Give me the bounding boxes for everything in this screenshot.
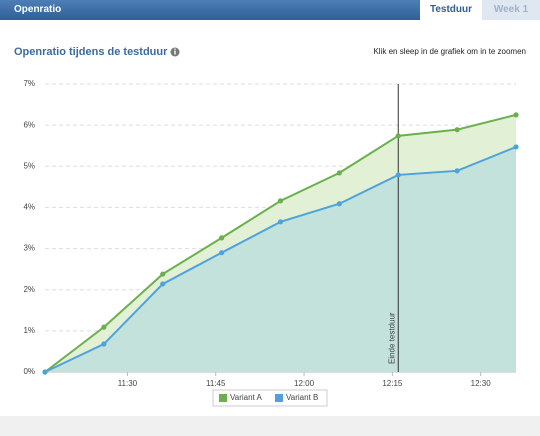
point xyxy=(395,172,401,178)
point xyxy=(160,271,166,277)
header-bar: Openratio Testduur Week 1 xyxy=(0,0,540,20)
footer xyxy=(0,416,540,436)
y-tick-label: 6% xyxy=(23,120,35,129)
plot-line-label: Einde testduur xyxy=(387,312,396,364)
header-title: Openratio xyxy=(14,4,62,15)
x-tick-label: 12:30 xyxy=(471,379,492,388)
tab[interactable]: Testduur xyxy=(420,0,482,20)
point xyxy=(513,112,519,118)
y-tick-label: 2% xyxy=(23,285,35,294)
point xyxy=(101,341,107,347)
point xyxy=(219,250,225,256)
point xyxy=(454,168,460,174)
x-tick-label: 11:45 xyxy=(206,379,226,388)
point xyxy=(277,198,284,204)
chart-title: Openratio tijdens de testduur xyxy=(14,46,168,58)
y-tick-label: 5% xyxy=(23,161,35,170)
point xyxy=(42,369,48,375)
y-tick-label: 0% xyxy=(23,367,35,376)
legend-box xyxy=(212,389,328,407)
chart: Openratio tijdens de testduur Klik en sl… xyxy=(0,20,540,436)
point xyxy=(395,133,401,139)
point xyxy=(219,235,225,241)
y-tick-label: 3% xyxy=(23,244,35,253)
point xyxy=(454,127,460,133)
legend-label: Variant B xyxy=(286,393,318,402)
x-tick-label: 12:15 xyxy=(382,379,403,388)
y-tick-label: 7% xyxy=(23,79,35,88)
point xyxy=(160,281,166,287)
y-tick-label: 4% xyxy=(23,203,35,212)
legend-label: Variant A xyxy=(230,393,263,402)
tab[interactable]: Week 1 xyxy=(482,0,540,20)
info-icon-dot xyxy=(174,48,176,50)
x-tick-label: 11:30 xyxy=(118,379,138,388)
point xyxy=(336,170,342,176)
legend-swatch xyxy=(219,394,227,402)
point xyxy=(101,324,107,330)
point xyxy=(277,219,284,225)
info-icon-bar xyxy=(174,50,176,55)
chart-subtitle: Klik en sleep in de grafiek om in te zoo… xyxy=(373,47,526,56)
x-tick-label: 12:00 xyxy=(294,379,315,388)
y-tick-label: 1% xyxy=(23,326,35,335)
point xyxy=(336,201,342,207)
point xyxy=(513,144,519,150)
legend-swatch xyxy=(275,394,283,402)
